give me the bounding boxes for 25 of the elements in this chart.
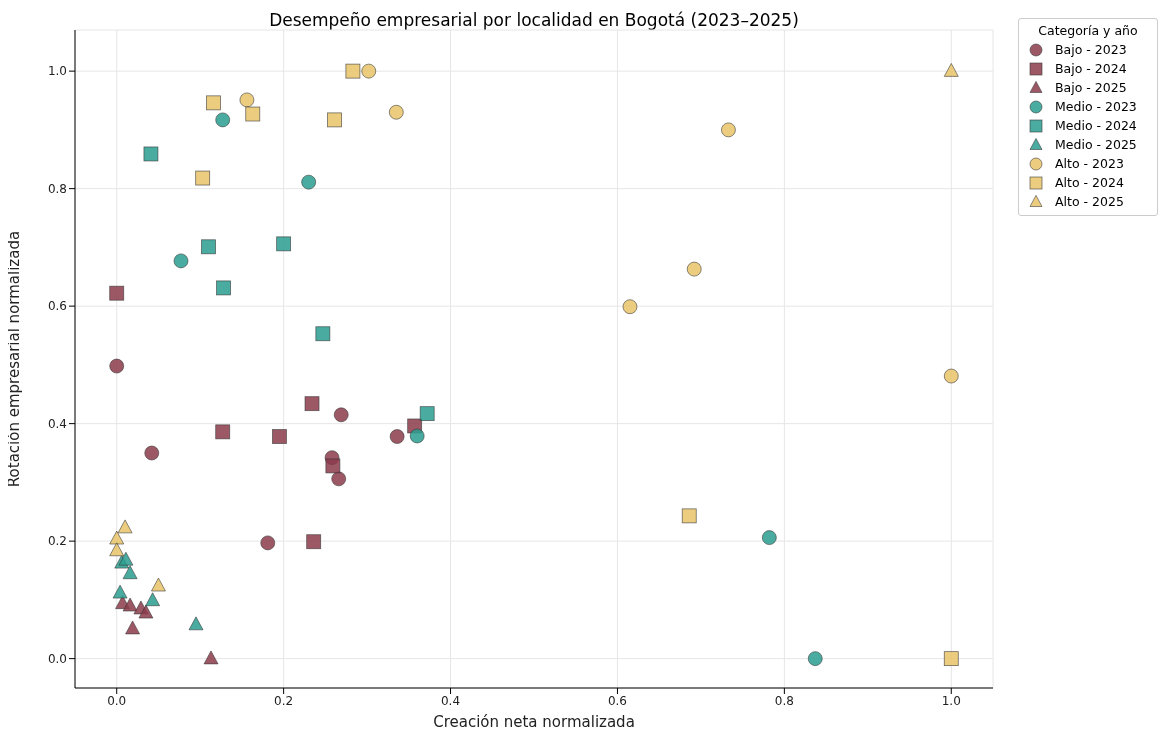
y-tick-label: 0.4 [47,416,67,431]
x-tick-label: 0.6 [607,693,627,708]
legend-label: Alto - 2024 [1055,175,1124,190]
legend-label: Medio - 2025 [1055,137,1137,152]
y-tick-label: 0.0 [47,651,67,666]
y-tick-label: 0.2 [47,534,67,549]
y-tick-label: 1.0 [47,64,67,79]
legend-label: Alto - 2025 [1055,194,1124,209]
x-tick-label: 0.0 [107,693,127,708]
chart-title: Desempeño empresarial por localidad en Bogotá (2023–2025) [268,10,800,30]
legend-label: Alto - 2023 [1055,156,1124,171]
legend-label: Bajo - 2024 [1055,61,1127,76]
y-axis-title: Rotación empresarial normalizada [5,230,24,488]
x-tick-label: 0.4 [441,693,461,708]
x-tick-label: 0.8 [774,693,794,708]
legend-label: Bajo - 2023 [1055,42,1127,57]
legend-label: Bajo - 2025 [1055,80,1127,95]
x-tick-label: 1.0 [941,693,961,708]
y-tick-label: 0.6 [47,299,67,314]
legend-label: Medio - 2024 [1055,118,1137,133]
legend-label: Medio - 2023 [1055,99,1137,114]
y-tick-label: 0.8 [47,181,67,196]
legend-title: Categoría y año [1037,23,1139,38]
x-tick-label: 0.2 [274,693,294,708]
x-axis-title: Creación neta normalizada [433,712,635,731]
